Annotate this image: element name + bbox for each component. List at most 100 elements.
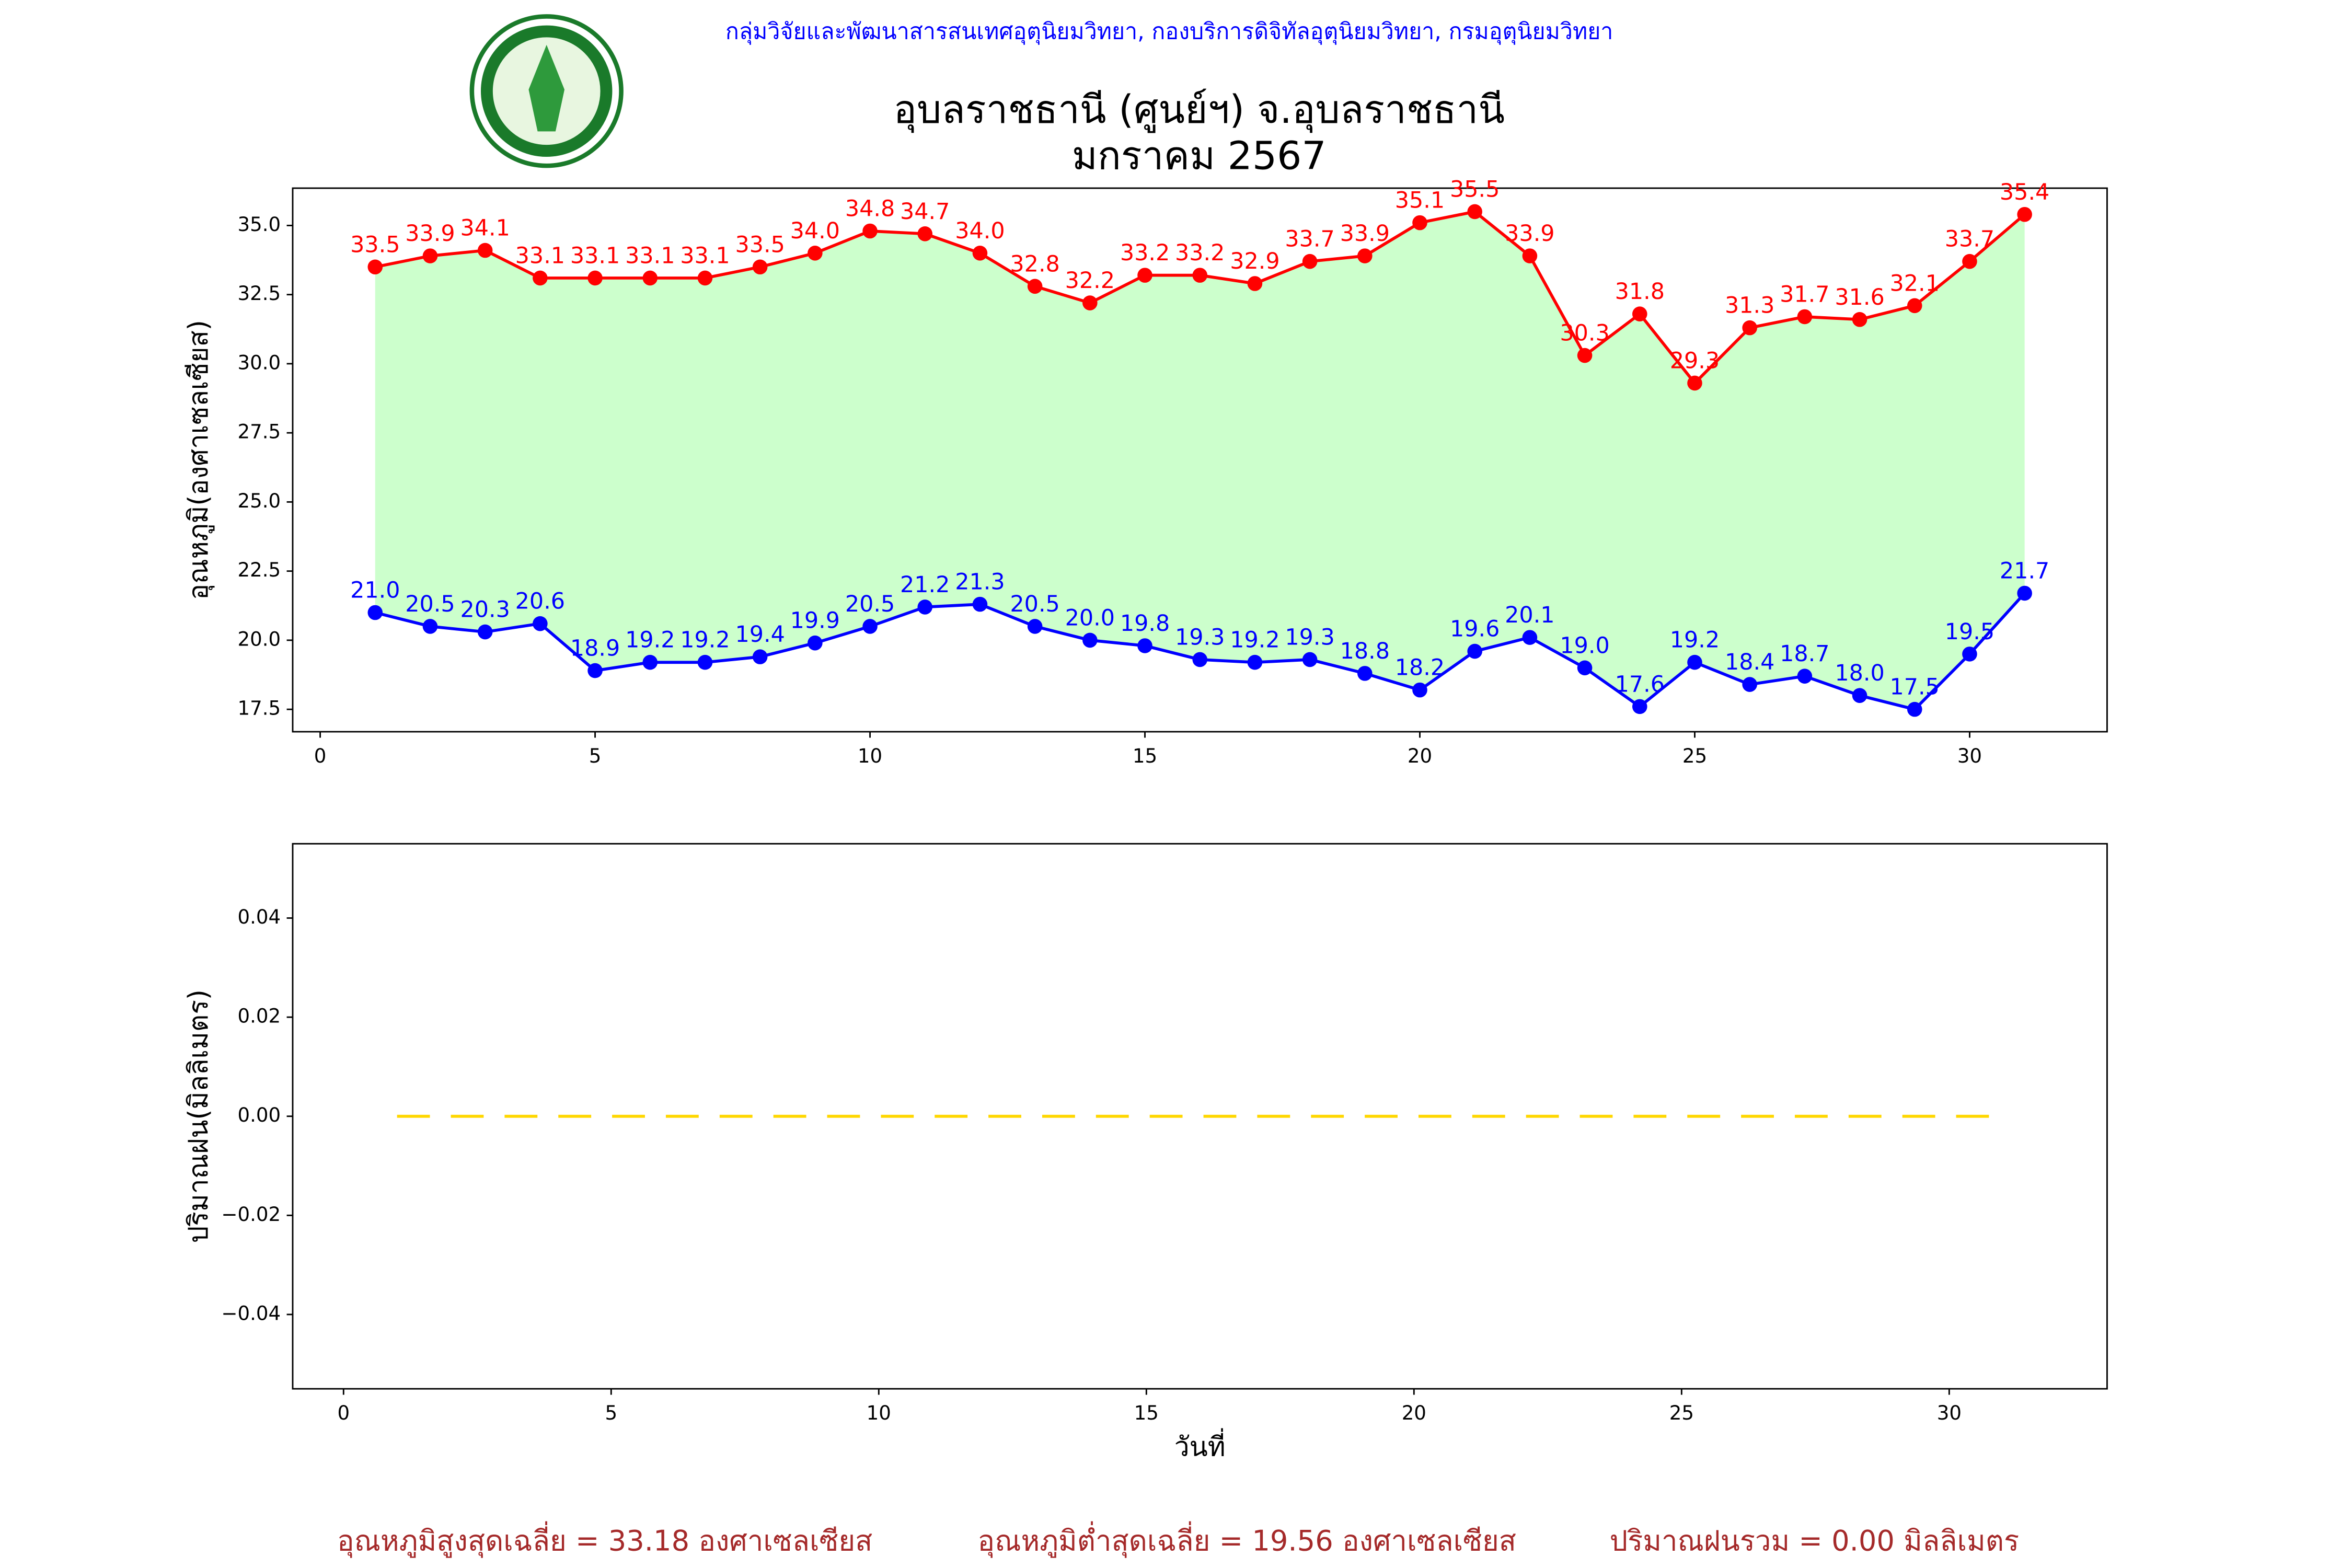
data-label: 35.1: [1395, 188, 1445, 214]
data-label: 19.2: [1670, 627, 1720, 653]
point: [642, 270, 658, 286]
data-label: 32.2: [1065, 268, 1115, 294]
point: [1742, 320, 1757, 336]
data-label: 21.2: [900, 572, 950, 598]
data-label: 20.3: [460, 597, 510, 623]
point: [862, 223, 878, 239]
x-tick-label: 5: [605, 1402, 617, 1424]
point: [697, 270, 713, 286]
data-label: 33.9: [405, 221, 455, 247]
x-tick-label: 0: [314, 745, 327, 767]
data-label: 35.5: [1450, 176, 1500, 202]
point: [697, 654, 713, 670]
point: [1632, 699, 1647, 714]
point: [1247, 276, 1263, 291]
data-label: 30.3: [1560, 320, 1609, 347]
y-axis-label: ปริมาณฝน(มิลลิเมตร): [183, 989, 214, 1243]
org-text: กลุ่มวิจัยและพัฒนาสารสนเทศอุตุนิยมวิทยา,…: [725, 18, 1613, 45]
data-label: 33.1: [625, 243, 675, 269]
y-tick-label: 0.04: [237, 906, 281, 928]
x-tick-label: 20: [1402, 1402, 1426, 1424]
x-tick-label: 30: [1957, 745, 1982, 767]
data-label: 32.8: [1010, 251, 1059, 277]
summary-text: อุณหภูมิสูงสุดเฉลี่ย = 33.18 องศาเซลเซีย…: [337, 1521, 872, 1559]
point: [972, 596, 988, 612]
x-tick-label: 5: [589, 745, 602, 767]
point: [367, 259, 383, 275]
data-label: 33.1: [680, 243, 730, 269]
x-tick-label: 10: [858, 745, 882, 767]
point: [1412, 215, 1427, 230]
point: [587, 663, 603, 678]
y-tick-label: 30.0: [237, 351, 281, 374]
point: [1632, 306, 1647, 321]
x-tick-label: 0: [337, 1402, 350, 1424]
point: [1302, 253, 1318, 269]
data-label: 19.3: [1285, 624, 1334, 650]
chart-title: อุบลราชธานี (ศูนย์ฯ) จ.อุบลราชธานี: [894, 87, 1505, 133]
point: [1797, 668, 1813, 684]
data-label: 32.9: [1230, 248, 1279, 274]
x-tick-label: 15: [1134, 1402, 1159, 1424]
data-label: 19.5: [1945, 619, 1994, 645]
data-label: 33.7: [1285, 226, 1334, 252]
point: [1962, 647, 1977, 662]
point: [1852, 688, 1867, 703]
data-label: 17.6: [1615, 671, 1665, 697]
plot-frame: [292, 187, 2108, 733]
data-label: 34.0: [790, 218, 840, 244]
point: [1962, 253, 1977, 269]
data-label: 31.8: [1615, 279, 1665, 305]
point: [1192, 652, 1207, 667]
point: [533, 616, 548, 631]
point: [808, 635, 823, 651]
logo-figure: [528, 44, 564, 132]
point: [367, 605, 383, 620]
data-label: 20.5: [1010, 591, 1059, 617]
data-label: 19.2: [1230, 627, 1279, 653]
data-label: 18.7: [1780, 641, 1829, 667]
data-label: 21.0: [350, 578, 400, 604]
y-tick-label: 20.0: [237, 628, 281, 650]
point: [1797, 309, 1813, 325]
point: [2017, 585, 2032, 601]
data-label: 19.2: [680, 627, 730, 653]
y-axis-label: อุณหภูมิ(องศาเซลเซียส): [183, 320, 215, 600]
x-tick-label: 15: [1133, 745, 1157, 767]
x-tick-label: 25: [1669, 1402, 1694, 1424]
point: [1357, 666, 1373, 681]
point: [1192, 268, 1207, 283]
data-label: 33.1: [570, 243, 620, 269]
point: [422, 619, 438, 634]
y-tick-label: 32.5: [237, 282, 281, 305]
y-tick-label: 27.5: [237, 421, 281, 443]
y-tick-label: 0.00: [237, 1104, 281, 1126]
x-axis-label: วันที่: [1174, 1428, 1226, 1462]
point: [1522, 248, 1538, 263]
point: [1412, 682, 1427, 698]
data-label: 33.5: [350, 232, 400, 258]
data-label: 20.0: [1065, 605, 1115, 631]
point: [917, 226, 933, 241]
point: [533, 270, 548, 286]
y-tick-label: 35.0: [237, 213, 281, 236]
data-label: 33.7: [1945, 226, 1994, 252]
point: [1852, 312, 1867, 327]
point: [1467, 204, 1482, 220]
data-label: 18.9: [570, 636, 620, 662]
data-label: 19.3: [1175, 624, 1225, 650]
point: [422, 248, 438, 263]
data-label: 20.6: [515, 589, 565, 615]
point: [972, 246, 988, 261]
y-tick-label: 25.0: [237, 490, 281, 512]
data-label: 31.7: [1780, 281, 1829, 307]
y-tick-label: −0.02: [221, 1203, 281, 1226]
point: [1357, 248, 1373, 263]
point: [917, 599, 933, 615]
point: [1027, 619, 1043, 634]
point: [1082, 632, 1098, 648]
data-label: 33.9: [1340, 221, 1390, 247]
y-tick-label: 17.5: [237, 697, 281, 720]
